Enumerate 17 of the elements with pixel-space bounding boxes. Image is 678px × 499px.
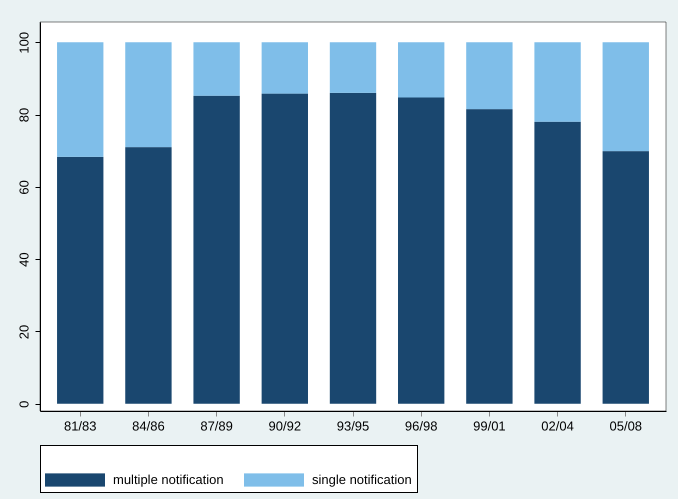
y-tick-label: 100 xyxy=(16,32,32,54)
y-tick-label: 20 xyxy=(16,324,32,340)
legend-label: single notification xyxy=(312,472,412,487)
legend-label: multiple notification xyxy=(113,472,224,487)
y-tick-label: 60 xyxy=(16,180,32,195)
x-tick-label: 90/92 xyxy=(268,418,302,434)
x-tick-label: 84/86 xyxy=(132,418,165,434)
y-tick-label: 80 xyxy=(16,108,32,122)
x-tick-label: 02/04 xyxy=(541,418,574,434)
x-tick-label: 93/95 xyxy=(336,418,370,434)
x-tick-label: 87/89 xyxy=(200,418,233,434)
x-tick-label: 96/98 xyxy=(404,418,438,434)
x-tick-label: 05/08 xyxy=(609,418,642,434)
y-tick-label: 40 xyxy=(16,252,32,267)
y-tick-label: 0 xyxy=(16,400,32,408)
x-tick-label: 81/83 xyxy=(64,418,97,434)
x-tick-label: 99/01 xyxy=(473,418,506,434)
